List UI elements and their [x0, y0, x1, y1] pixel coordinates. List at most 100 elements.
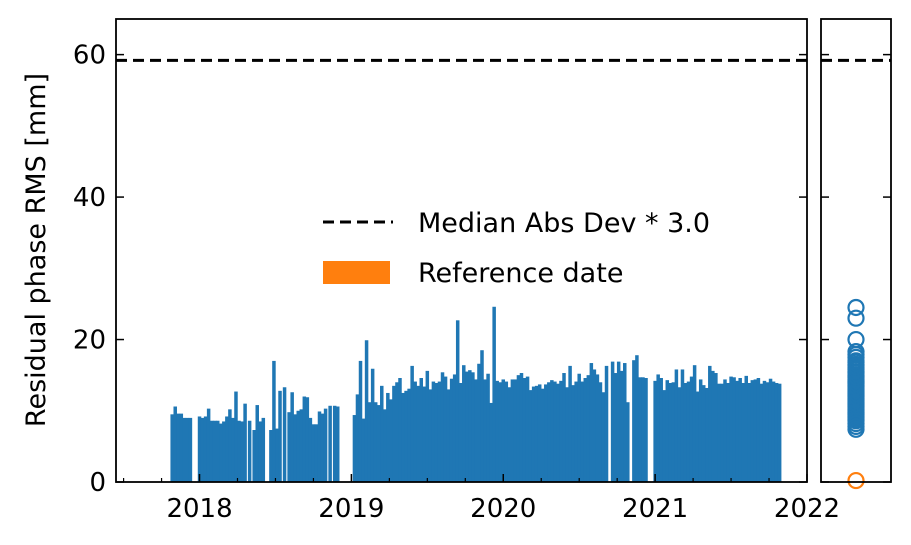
- bar: [774, 382, 779, 482]
- bar: [302, 396, 307, 482]
- bar: [320, 413, 325, 482]
- bar: [311, 424, 316, 482]
- bar: [656, 374, 660, 482]
- bar: [528, 390, 533, 482]
- bar: [553, 381, 557, 482]
- bar: [765, 382, 770, 482]
- bar: [287, 412, 291, 482]
- bar: [744, 375, 748, 482]
- y-tick-label: 20: [73, 326, 106, 356]
- bar: [323, 408, 328, 482]
- bar: [750, 380, 755, 482]
- bar: [355, 394, 360, 482]
- legend-threshold-label: Median Abs Dev * 3.0: [418, 208, 710, 239]
- bar: [410, 365, 414, 482]
- bar: [413, 381, 417, 482]
- bar: [455, 320, 460, 482]
- bar: [243, 403, 247, 482]
- bar: [586, 375, 591, 482]
- bar: [422, 386, 427, 482]
- bar: [364, 340, 369, 482]
- bar: [556, 383, 560, 482]
- bar: [498, 382, 502, 482]
- bar: [407, 388, 411, 482]
- bar: [513, 379, 518, 482]
- bar: [544, 384, 548, 482]
- bar: [668, 382, 673, 482]
- bar: [308, 417, 313, 482]
- bar: [692, 365, 697, 482]
- bar: [352, 415, 357, 482]
- bar: [559, 380, 563, 482]
- bar: [392, 385, 396, 482]
- bar: [683, 382, 688, 482]
- bar: [275, 428, 279, 482]
- bar: [708, 365, 712, 482]
- bar: [228, 409, 232, 482]
- bar: [711, 370, 715, 482]
- bar: [486, 373, 490, 482]
- bar: [635, 355, 639, 482]
- bar: [203, 416, 208, 482]
- bar: [735, 380, 739, 482]
- bar: [179, 413, 184, 482]
- bar: [689, 376, 694, 482]
- main-plot-frame: [115, 18, 808, 483]
- bar: [589, 363, 594, 482]
- bar: [216, 420, 220, 482]
- bar: [358, 360, 363, 482]
- bar: [595, 374, 600, 482]
- bar: [638, 377, 642, 482]
- scatter-points: [847, 298, 865, 490]
- bar: [269, 430, 273, 482]
- bar: [531, 386, 536, 482]
- bar: [234, 391, 238, 482]
- bar: [328, 405, 332, 482]
- bar: [261, 417, 266, 482]
- bar: [771, 381, 776, 482]
- bar: [386, 392, 390, 482]
- bar: [601, 392, 606, 482]
- bar: [574, 381, 578, 482]
- bar: [507, 387, 512, 482]
- bar: [471, 372, 475, 482]
- side-plot-frame: [820, 18, 892, 483]
- bar: [777, 383, 782, 482]
- bar: [176, 413, 181, 482]
- bar: [170, 414, 174, 482]
- bar: [209, 420, 214, 482]
- bar: [395, 382, 399, 482]
- bar: [653, 380, 657, 482]
- y-tick-label: 0: [89, 468, 106, 498]
- bar: [701, 385, 706, 482]
- bar: [477, 363, 481, 482]
- bar: [296, 410, 300, 482]
- bar: [723, 379, 727, 482]
- scatter-point: [847, 298, 865, 317]
- bar: [404, 390, 408, 482]
- bar: [662, 390, 666, 482]
- bar: [756, 378, 761, 482]
- bar: [200, 417, 205, 482]
- bar: [293, 414, 297, 482]
- bar: [446, 389, 451, 482]
- bar: [747, 382, 752, 482]
- legend-reference-label: Reference date: [418, 258, 623, 289]
- bar: [314, 424, 319, 482]
- bar: [361, 418, 366, 482]
- bar: [173, 406, 177, 482]
- bar: [565, 387, 569, 482]
- bar: [516, 375, 521, 482]
- bar: [480, 350, 484, 482]
- y-tick-label: 60: [73, 41, 106, 71]
- main-axes: 0 20 40 60 2018 2019 2020 2021 2022: [73, 18, 840, 524]
- bar: [626, 402, 630, 482]
- bar: [335, 406, 340, 482]
- bar: [219, 423, 223, 482]
- bar: [537, 384, 542, 482]
- bar: [495, 380, 499, 482]
- bar: [729, 376, 733, 482]
- bar: [252, 430, 256, 482]
- x-tick-label: 2018: [166, 494, 232, 524]
- bar: [522, 378, 527, 482]
